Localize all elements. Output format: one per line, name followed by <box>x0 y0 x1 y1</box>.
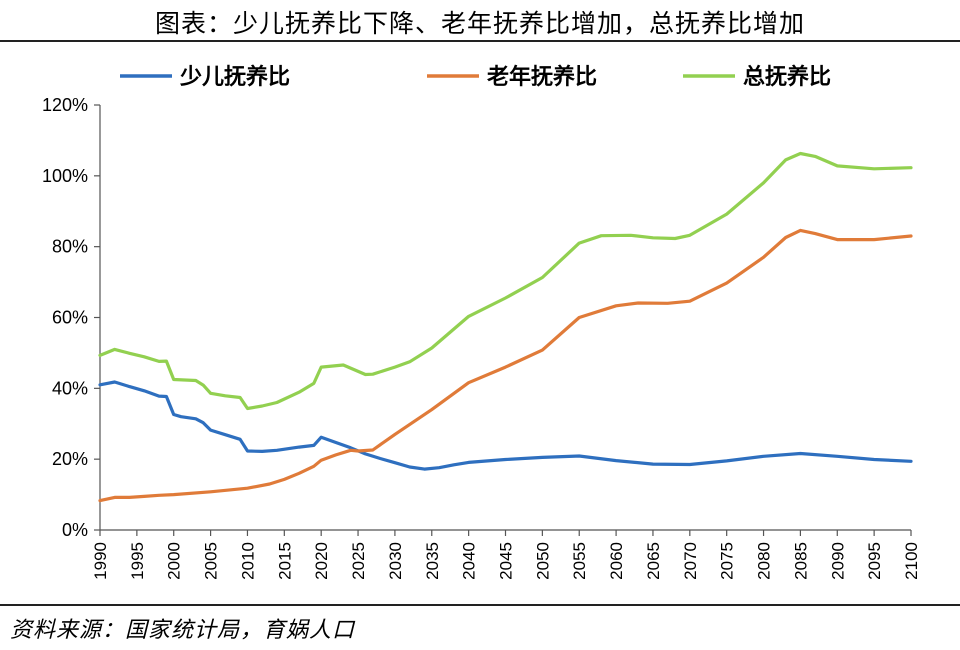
x-tick-label: 2060 <box>607 542 626 580</box>
y-tick-label: 80% <box>52 237 88 257</box>
x-tick-label: 2065 <box>644 542 663 580</box>
series-line-3 <box>98 151 913 411</box>
top-divider <box>0 40 960 42</box>
x-tick-label: 2040 <box>460 542 479 580</box>
series-line-1 <box>98 380 913 471</box>
legend-label-2: 老年抚养比 <box>486 64 597 90</box>
x-tick-label: 2015 <box>275 542 294 580</box>
x-tick-label: 2010 <box>238 542 257 580</box>
x-tick-label: 2025 <box>349 542 368 580</box>
chart-legend: 少儿抚养比 老年抚养比 总抚养比 <box>120 64 831 90</box>
x-tick-label: 2095 <box>865 542 884 580</box>
y-tick-label: 100% <box>42 166 88 186</box>
x-tick-label: 1990 <box>91 542 110 580</box>
x-tick-label: 2050 <box>533 542 552 580</box>
source-note: 资料来源：国家统计局，育娲人口 <box>10 618 356 643</box>
x-tick-label: 2035 <box>423 542 442 580</box>
x-tick-label: 2100 <box>902 542 921 580</box>
chart-series <box>98 151 913 503</box>
x-tick-label: 2090 <box>828 542 847 580</box>
x-tick-label: 2085 <box>791 542 810 580</box>
legend-label-3: 总抚养比 <box>743 64 831 90</box>
y-tick-label: 40% <box>52 378 88 398</box>
x-tick-label: 1995 <box>128 542 147 580</box>
x-tick-label: 2080 <box>755 542 774 580</box>
x-tick-label: 2030 <box>386 542 405 580</box>
chart-axes: 0% 20% 40% 60% 80% 100% 120% 1990 1995 2000 2005 20… <box>42 95 921 580</box>
y-tick-label: 0% <box>62 520 88 540</box>
x-tick-label: 2000 <box>165 542 184 580</box>
page-title: 图表：少儿抚养比下降、老年抚养比增加，总抚养比增加 <box>154 9 805 38</box>
y-tick-label: 20% <box>52 449 88 469</box>
x-tick-label: 2005 <box>202 542 221 580</box>
x-tick-label: 2055 <box>570 542 589 580</box>
x-tick-label: 2045 <box>497 542 516 580</box>
x-tick-label: 2070 <box>681 542 700 580</box>
bottom-divider <box>0 604 960 606</box>
legend-label-1: 少儿抚养比 <box>179 64 290 90</box>
series-line-2 <box>98 228 913 503</box>
x-tick-label: 2075 <box>718 542 737 580</box>
x-tick-label: 2020 <box>312 542 331 580</box>
y-tick-label: 60% <box>52 308 88 328</box>
y-tick-label: 120% <box>42 95 88 115</box>
